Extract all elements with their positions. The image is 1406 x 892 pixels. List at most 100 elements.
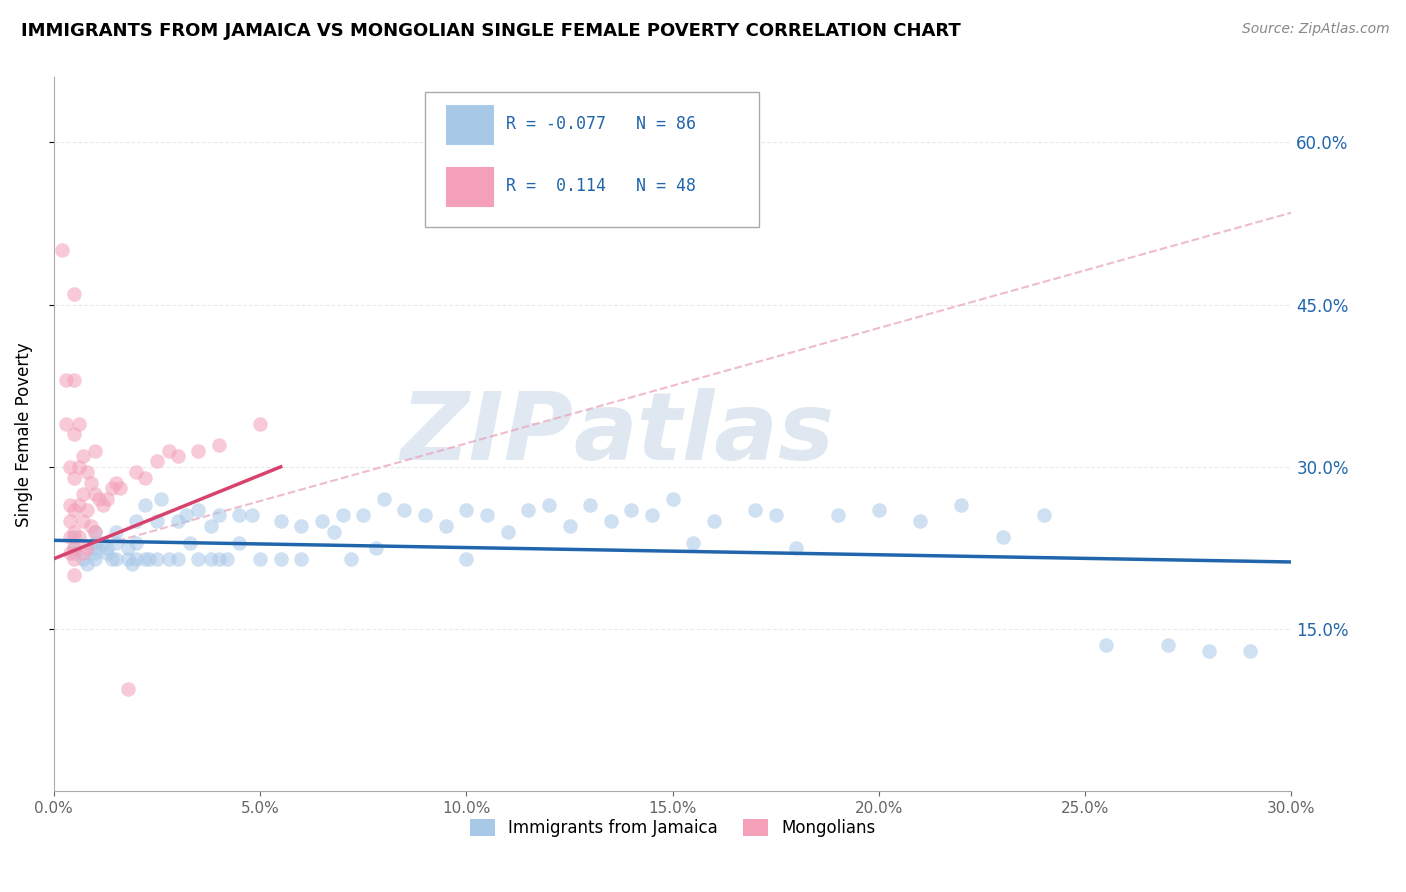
Point xyxy=(228,508,250,523)
Point xyxy=(134,498,156,512)
Point xyxy=(59,459,82,474)
Point xyxy=(59,498,82,512)
Text: R =  0.114   N = 48: R = 0.114 N = 48 xyxy=(506,177,696,195)
Point xyxy=(55,373,77,387)
Point xyxy=(270,514,292,528)
Point xyxy=(166,514,188,528)
Point xyxy=(456,551,478,566)
Point xyxy=(134,551,156,566)
Point xyxy=(100,551,122,566)
Point xyxy=(620,503,643,517)
Point xyxy=(72,551,94,566)
Point xyxy=(117,541,139,555)
Point xyxy=(84,487,107,501)
Point xyxy=(76,503,98,517)
Point xyxy=(63,427,86,442)
Point xyxy=(200,551,222,566)
Point xyxy=(134,470,156,484)
Point xyxy=(89,492,111,507)
Point xyxy=(991,530,1014,544)
Point xyxy=(517,503,540,517)
Point xyxy=(332,508,354,523)
Point xyxy=(146,514,169,528)
Point xyxy=(76,541,98,555)
Point xyxy=(72,449,94,463)
Point xyxy=(125,514,148,528)
Point xyxy=(84,524,107,539)
Point xyxy=(200,519,222,533)
Point xyxy=(166,449,188,463)
Point xyxy=(1198,643,1220,657)
Point xyxy=(827,508,849,523)
Point xyxy=(323,524,346,539)
Point xyxy=(290,551,312,566)
Point xyxy=(496,524,519,539)
Point xyxy=(51,244,73,258)
Point xyxy=(908,514,931,528)
Point xyxy=(63,546,86,560)
Point xyxy=(63,551,86,566)
Point xyxy=(1157,638,1180,652)
Point xyxy=(364,541,387,555)
Point xyxy=(744,503,766,517)
Point xyxy=(208,438,231,452)
Point xyxy=(63,568,86,582)
Point xyxy=(558,519,581,533)
Point xyxy=(84,551,107,566)
Point xyxy=(228,535,250,549)
Point xyxy=(311,514,333,528)
Point xyxy=(270,551,292,566)
Point xyxy=(117,681,139,696)
Point xyxy=(84,443,107,458)
Point xyxy=(290,519,312,533)
Point xyxy=(703,514,725,528)
Point xyxy=(187,503,209,517)
Point xyxy=(187,551,209,566)
Text: R = -0.077   N = 86: R = -0.077 N = 86 xyxy=(506,115,696,133)
Point xyxy=(104,524,127,539)
Point xyxy=(434,519,457,533)
Point xyxy=(96,541,118,555)
Point xyxy=(1094,638,1116,652)
Point xyxy=(785,541,807,555)
Point xyxy=(179,535,201,549)
Point xyxy=(950,498,973,512)
Y-axis label: Single Female Poverty: Single Female Poverty xyxy=(15,342,32,526)
Point xyxy=(63,524,86,539)
Point xyxy=(76,557,98,571)
Point xyxy=(63,541,86,555)
Point xyxy=(150,492,173,507)
Point xyxy=(125,465,148,479)
Point xyxy=(117,551,139,566)
Point xyxy=(63,541,86,555)
Point xyxy=(125,535,148,549)
Point xyxy=(157,551,180,566)
Point xyxy=(352,508,374,523)
Point xyxy=(208,551,231,566)
Point xyxy=(456,503,478,517)
Point xyxy=(59,514,82,528)
Point xyxy=(217,551,239,566)
Point xyxy=(1239,643,1261,657)
Point xyxy=(76,465,98,479)
Point xyxy=(475,508,498,523)
Text: Source: ZipAtlas.com: Source: ZipAtlas.com xyxy=(1241,22,1389,37)
Point xyxy=(84,546,107,560)
Point xyxy=(63,373,86,387)
FancyBboxPatch shape xyxy=(425,92,759,227)
Point xyxy=(104,476,127,491)
Point xyxy=(108,482,131,496)
Point xyxy=(63,470,86,484)
Legend: Immigrants from Jamaica, Mongolians: Immigrants from Jamaica, Mongolians xyxy=(463,812,882,844)
Point xyxy=(682,535,704,549)
Point xyxy=(249,551,271,566)
FancyBboxPatch shape xyxy=(446,104,494,144)
Point xyxy=(579,498,602,512)
Point xyxy=(67,498,90,512)
Point xyxy=(537,498,560,512)
Point xyxy=(67,417,90,431)
Point xyxy=(80,476,103,491)
Point xyxy=(91,535,114,549)
Point xyxy=(104,535,127,549)
Text: ZIP: ZIP xyxy=(401,388,574,481)
